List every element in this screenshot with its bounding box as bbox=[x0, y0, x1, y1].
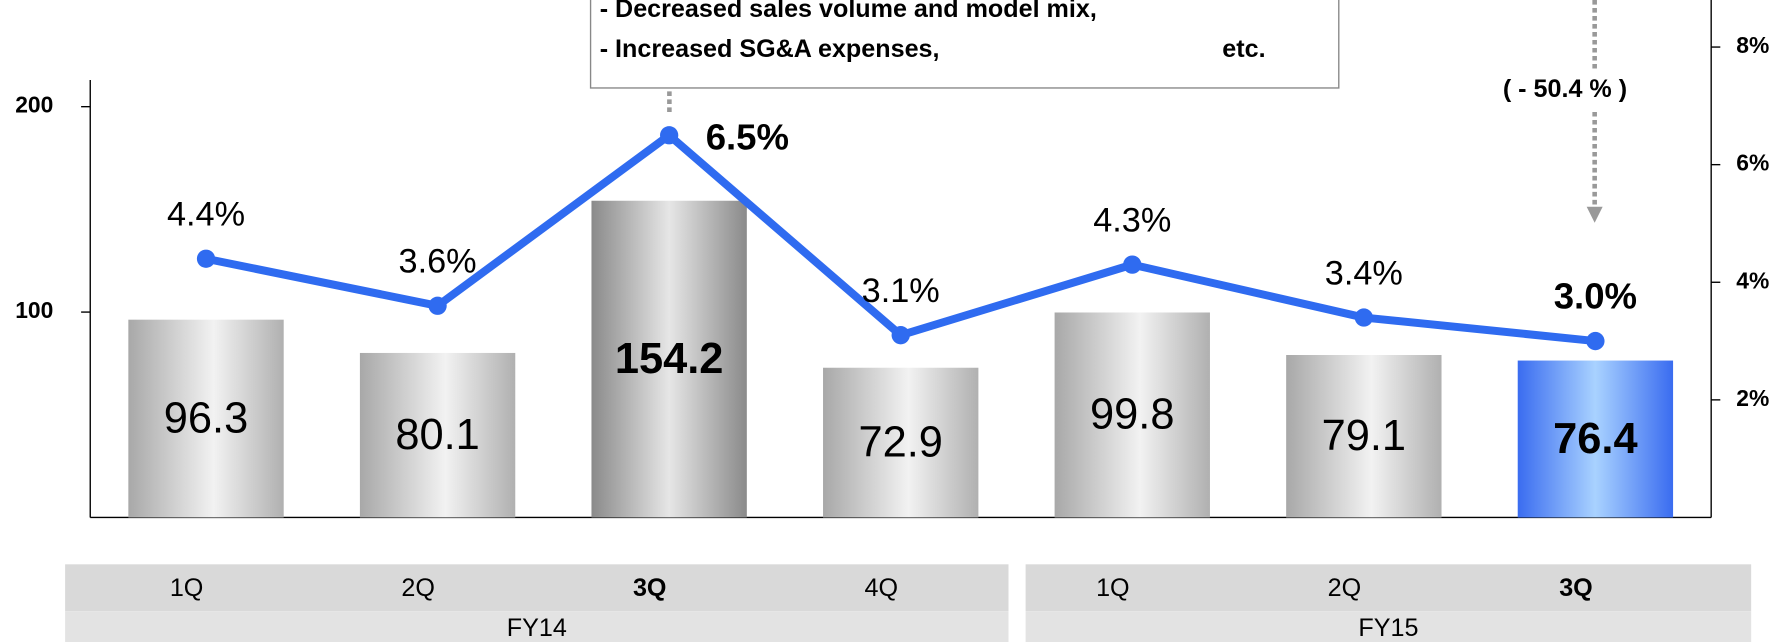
line-value-label: 3.1% bbox=[862, 272, 940, 310]
line-point bbox=[1354, 308, 1373, 327]
bar bbox=[1517, 360, 1674, 518]
category-row bbox=[1025, 564, 1752, 612]
line-point bbox=[891, 326, 910, 345]
group-row bbox=[1025, 611, 1752, 642]
line-point bbox=[660, 126, 679, 145]
annotation: etc. bbox=[1222, 35, 1265, 63]
bar-value-label: 76.4 bbox=[1553, 415, 1637, 463]
bar-value-label: 99.8 bbox=[1090, 391, 1174, 439]
line bbox=[205, 131, 1596, 346]
y2-tick-label: 6% bbox=[1736, 150, 1769, 176]
bar bbox=[1054, 312, 1210, 518]
bar bbox=[128, 319, 284, 518]
group-label: FY14 bbox=[507, 614, 567, 642]
bar-value-label: 72.9 bbox=[858, 418, 942, 466]
bar-value-label: 96.3 bbox=[164, 394, 248, 442]
y-tick-label: 200 bbox=[15, 92, 53, 118]
annotation-box bbox=[589, 0, 1340, 89]
line-point bbox=[428, 296, 447, 315]
x-tick-label: 2Q bbox=[401, 574, 435, 602]
x-tick-label: 1Q bbox=[170, 574, 204, 602]
bar-value-label: 80.1 bbox=[395, 411, 479, 459]
bar bbox=[359, 352, 516, 518]
x-tick-label: 3Q bbox=[633, 574, 667, 602]
change-label: ( - 50.4 % ) bbox=[1503, 75, 1627, 103]
line-value-label: 3.4% bbox=[1325, 254, 1403, 292]
bar bbox=[823, 367, 979, 518]
y2-tick-label: 8% bbox=[1736, 32, 1769, 58]
line-point bbox=[196, 249, 216, 268]
category-row bbox=[65, 564, 1009, 612]
bar bbox=[1286, 355, 1442, 518]
annotation: - Decreased sales volume and model mix, bbox=[600, 0, 1097, 23]
x-tick-label: 1Q bbox=[1096, 574, 1130, 602]
group-row bbox=[65, 611, 1009, 642]
line-point bbox=[1123, 255, 1142, 274]
line-value-label: 4.3% bbox=[1093, 201, 1171, 239]
line-value-label: 3.0% bbox=[1554, 275, 1637, 316]
line-point bbox=[1586, 331, 1605, 351]
bar-value-label: 154.2 bbox=[615, 335, 724, 383]
arrow-head bbox=[1586, 206, 1603, 223]
x-tick-label: 2Q bbox=[1328, 574, 1362, 602]
line-value-label: 4.4% bbox=[167, 196, 245, 234]
x-tick-label: 3Q bbox=[1559, 574, 1593, 602]
line-value-label: 6.5% bbox=[706, 116, 789, 157]
annotation: - Increased SG&A expenses, bbox=[600, 35, 940, 63]
group-label: FY15 bbox=[1358, 614, 1418, 642]
line-value-label: 3.6% bbox=[399, 243, 477, 281]
y2-tick-label: 4% bbox=[1736, 267, 1769, 293]
x-tick-label: 4Q bbox=[865, 574, 899, 602]
bar-value-label: 79.1 bbox=[1322, 412, 1406, 460]
bar bbox=[591, 200, 747, 518]
y2-tick-label: 2% bbox=[1736, 385, 1769, 411]
y-tick-label: 100 bbox=[15, 297, 53, 323]
